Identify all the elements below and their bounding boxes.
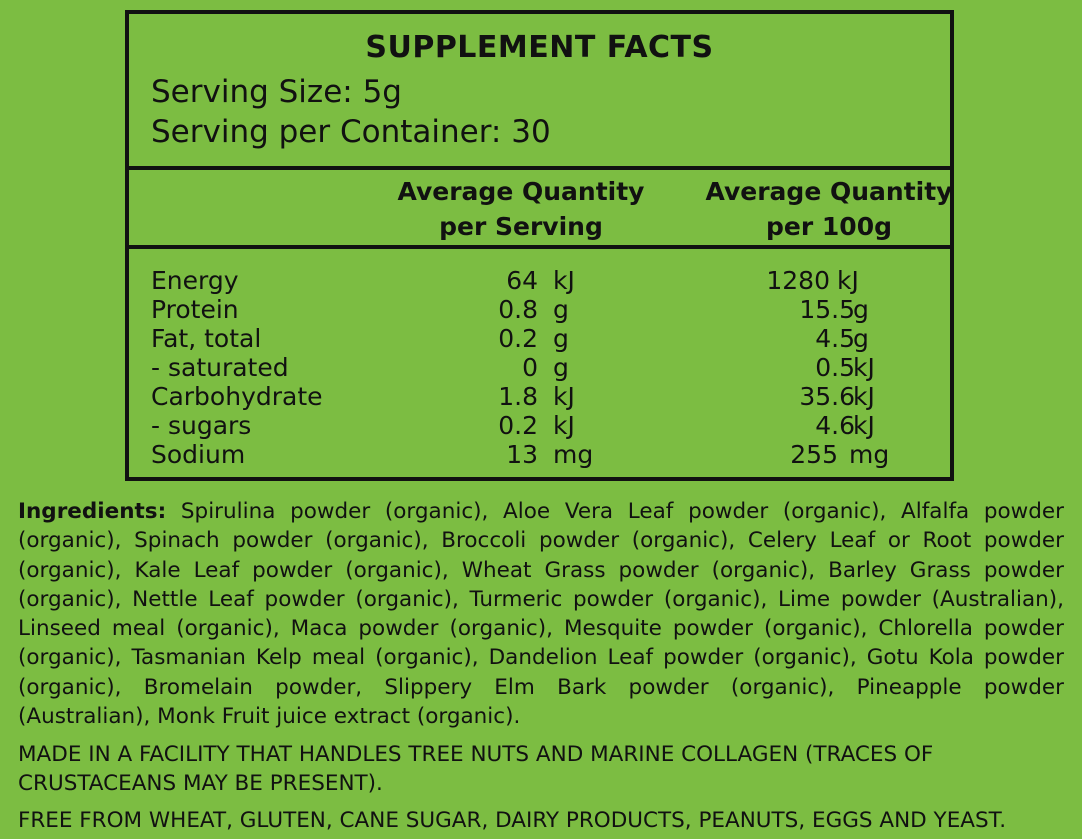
nutrient-name: Sodium bbox=[151, 440, 246, 469]
supplement-facts-panel: SUPPLEMENT FACTS Serving Size: 5g Servin… bbox=[125, 10, 954, 481]
divider bbox=[129, 245, 950, 249]
ingredients-paragraph: Ingredients: Spirulina powder (organic),… bbox=[18, 497, 1064, 731]
per100-value: 1280 bbox=[766, 266, 830, 295]
allergen-note: MADE IN A FACILITY THAT HANDLES TREE NUT… bbox=[18, 742, 934, 796]
panel-title: SUPPLEMENT FACTS bbox=[365, 30, 714, 65]
nutrient-name: Fat, total bbox=[151, 324, 262, 353]
nutrient-row: Carbohydrate 1.8 kJ 35.6 kJ bbox=[129, 382, 950, 411]
nutrient-row: - sugars 0.2 kJ 4.6 kJ bbox=[129, 411, 950, 440]
per100-value: 0.5 bbox=[815, 353, 855, 382]
nutrient-row: - saturated 0 g 0.5 kJ bbox=[129, 353, 950, 382]
column-header-line: Average Quantity bbox=[397, 177, 645, 206]
nutrient-name: - sugars bbox=[151, 411, 252, 440]
nutrient-name: Protein bbox=[151, 295, 239, 324]
serving-unit: kJ bbox=[553, 411, 575, 440]
serving-value: 0 bbox=[522, 353, 538, 382]
per100-unit: kJ bbox=[837, 266, 859, 295]
servings-per-container: Serving per Container: 30 bbox=[151, 114, 551, 150]
serving-value: 0.2 bbox=[498, 411, 538, 440]
per100-value: 35.6 bbox=[799, 382, 855, 411]
divider bbox=[129, 166, 950, 170]
per100-value: 4.5 bbox=[815, 324, 855, 353]
nutrient-row: Protein 0.8 g 15.5 g bbox=[129, 295, 950, 324]
per100-unit: g bbox=[853, 324, 869, 353]
per100-value: 15.5 bbox=[799, 295, 855, 324]
serving-size: Serving Size: 5g bbox=[151, 74, 402, 110]
serving-unit: g bbox=[553, 295, 569, 324]
serving-value: 1.8 bbox=[498, 382, 538, 411]
serving-unit: g bbox=[553, 324, 569, 353]
serving-unit: mg bbox=[553, 440, 594, 469]
column-header-line: per Serving bbox=[439, 212, 603, 241]
nutrient-row: Fat, total 0.2 g 4.5 g bbox=[129, 324, 950, 353]
nutrient-name: - saturated bbox=[151, 353, 289, 382]
nutrient-row: Sodium 13 mg 255 mg bbox=[129, 440, 950, 469]
serving-unit: kJ bbox=[553, 266, 575, 295]
serving-unit: g bbox=[553, 353, 569, 382]
nutrient-name: Energy bbox=[151, 266, 239, 295]
per100-unit: g bbox=[853, 295, 869, 324]
per100-unit: kJ bbox=[853, 353, 875, 382]
per100-unit: kJ bbox=[853, 382, 875, 411]
per100-value: 4.6 bbox=[815, 411, 855, 440]
serving-value: 0.2 bbox=[498, 324, 538, 353]
panel-header: SUPPLEMENT FACTS Serving Size: 5g Servin… bbox=[129, 14, 950, 170]
per100-unit: mg bbox=[849, 440, 890, 469]
serving-unit: kJ bbox=[553, 382, 575, 411]
column-header-per-serving: Average Quantity per Serving bbox=[391, 174, 651, 244]
per100-value: 255 bbox=[790, 440, 838, 469]
serving-value: 13 bbox=[506, 440, 538, 469]
serving-value: 64 bbox=[506, 266, 538, 295]
serving-value: 0.8 bbox=[498, 295, 538, 324]
ingredients-label: Ingredients: bbox=[18, 499, 167, 524]
nutrient-row: Energy 64 kJ 1280 kJ bbox=[129, 266, 950, 295]
column-header-line: Average Quantity bbox=[705, 177, 953, 206]
nutrient-name: Carbohydrate bbox=[151, 382, 323, 411]
free-from-note: FREE FROM WHEAT, GLUTEN, CANE SUGAR, DAI… bbox=[18, 808, 1007, 833]
per100-unit: kJ bbox=[853, 411, 875, 440]
column-header-per-100g: Average Quantity per 100g bbox=[704, 174, 954, 244]
ingredients-text: Spirulina powder (organic), Aloe Vera Le… bbox=[18, 499, 1064, 730]
column-header-line: per 100g bbox=[766, 212, 892, 241]
